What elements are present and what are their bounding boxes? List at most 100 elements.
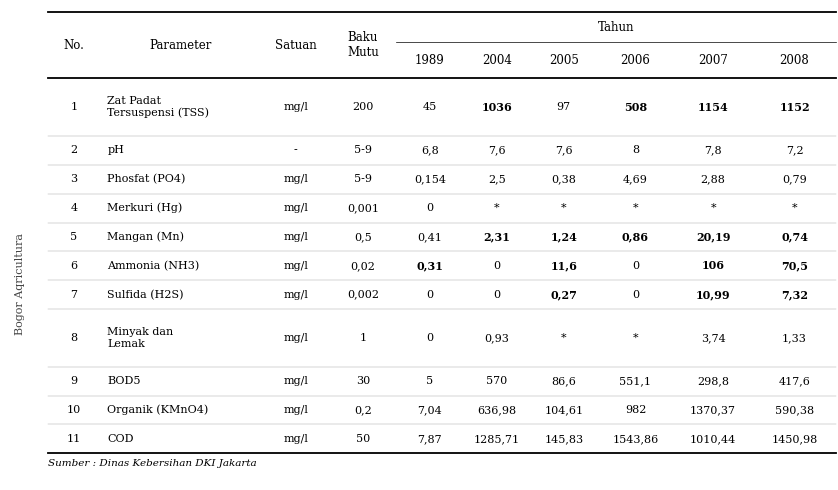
Text: 5-9: 5-9 [354,146,372,155]
Text: COD: COD [107,434,134,444]
Text: 3,74: 3,74 [701,333,726,343]
Text: Phosfat (PO4): Phosfat (PO4) [107,174,186,184]
Text: 1,24: 1,24 [551,231,577,243]
Text: 106: 106 [701,260,725,271]
Text: mg/l: mg/l [283,333,308,343]
Text: 2006: 2006 [620,54,650,67]
Text: 5: 5 [70,232,78,242]
Text: 50: 50 [355,434,370,444]
Text: mg/l: mg/l [283,102,308,112]
Text: 0,5: 0,5 [354,232,372,242]
Text: 2007: 2007 [698,54,728,67]
Text: 11: 11 [67,434,81,444]
Text: mg/l: mg/l [283,434,308,444]
Text: 2008: 2008 [779,54,810,67]
Text: Bogor Aqricultura: Bogor Aqricultura [15,233,25,335]
Text: 10,99: 10,99 [696,289,731,300]
Text: Organik (KMnO4): Organik (KMnO4) [107,405,209,416]
Text: 7,6: 7,6 [555,146,572,155]
Text: 104,61: 104,61 [544,405,583,415]
Text: 0: 0 [632,261,639,271]
Text: 7,32: 7,32 [781,289,808,300]
Text: 0: 0 [427,203,433,213]
Text: Sumber : Dinas Kebersihan DKI Jakarta: Sumber : Dinas Kebersihan DKI Jakarta [49,459,257,468]
Text: Mangan (Mn): Mangan (Mn) [107,232,184,242]
Text: No.: No. [64,39,85,52]
Text: 10: 10 [67,405,81,415]
Text: 2,31: 2,31 [484,231,510,243]
Text: Ammonia (NH3): Ammonia (NH3) [107,261,199,271]
Text: 0: 0 [427,290,433,300]
Text: 0,2: 0,2 [354,405,372,415]
Text: 145,83: 145,83 [544,434,583,444]
Text: 0,93: 0,93 [484,333,510,343]
Text: 1989: 1989 [415,54,445,67]
Text: 551,1: 551,1 [619,376,651,386]
Text: 0,31: 0,31 [416,260,443,271]
Text: mg/l: mg/l [283,405,308,415]
Text: pH: pH [107,146,124,155]
Text: 7,04: 7,04 [417,405,442,415]
Text: 5-9: 5-9 [354,174,372,184]
Text: 570: 570 [486,376,508,386]
Text: 0,79: 0,79 [782,174,807,184]
Text: 0,74: 0,74 [781,231,808,243]
Text: 1154: 1154 [698,102,728,113]
Text: 1152: 1152 [779,102,810,113]
Text: Tahun: Tahun [598,21,634,34]
Text: 0,002: 0,002 [347,290,379,300]
Text: 417,6: 417,6 [779,376,810,386]
Text: 7,6: 7,6 [488,146,505,155]
Text: 86,6: 86,6 [551,376,577,386]
Text: 45: 45 [422,102,437,112]
Text: *: * [561,333,566,343]
Text: 0: 0 [494,290,500,300]
Text: *: * [711,203,716,213]
Text: 2004: 2004 [482,54,512,67]
Text: 1543,86: 1543,86 [613,434,659,444]
Text: 636,98: 636,98 [478,405,516,415]
Text: 11,6: 11,6 [551,260,577,271]
Text: 0,154: 0,154 [414,174,446,184]
Text: Merkuri (Hg): Merkuri (Hg) [107,203,183,214]
Text: 1,33: 1,33 [782,333,807,343]
Text: 1: 1 [360,333,366,343]
Text: 70,5: 70,5 [781,260,808,271]
Text: 30: 30 [355,376,370,386]
Text: -: - [294,146,297,155]
Text: mg/l: mg/l [283,203,308,213]
Text: 0,86: 0,86 [622,231,649,243]
Text: mg/l: mg/l [283,290,308,300]
Text: *: * [792,203,798,213]
Text: 6: 6 [70,261,78,271]
Text: 1370,37: 1370,37 [691,405,736,415]
Text: 3: 3 [70,174,78,184]
Text: 0,38: 0,38 [551,174,577,184]
Text: 298,8: 298,8 [697,376,729,386]
Text: *: * [494,203,499,213]
Text: 4,69: 4,69 [623,174,648,184]
Text: 0,001: 0,001 [347,203,379,213]
Text: 0: 0 [494,261,500,271]
Text: 2,5: 2,5 [488,174,505,184]
Text: Sulfida (H2S): Sulfida (H2S) [107,290,184,300]
Text: *: * [633,203,639,213]
Text: 8: 8 [70,333,78,343]
Text: 8: 8 [632,146,639,155]
Text: 2005: 2005 [549,54,579,67]
Text: *: * [633,333,639,343]
Text: 2,88: 2,88 [701,174,726,184]
Text: 0,27: 0,27 [551,289,577,300]
Text: 0,02: 0,02 [350,261,375,271]
Text: Satuan: Satuan [275,39,317,52]
Text: 20,19: 20,19 [696,231,731,243]
Text: 7,2: 7,2 [786,146,804,155]
Text: 7,87: 7,87 [417,434,442,444]
Text: 2: 2 [70,146,78,155]
Text: 200: 200 [352,102,374,112]
Text: Minyak dan
Lemak: Minyak dan Lemak [107,327,173,349]
Text: 1010,44: 1010,44 [690,434,737,444]
Text: Baku
Mutu: Baku Mutu [347,31,379,59]
Text: 7,8: 7,8 [704,146,722,155]
Text: 0: 0 [427,333,433,343]
